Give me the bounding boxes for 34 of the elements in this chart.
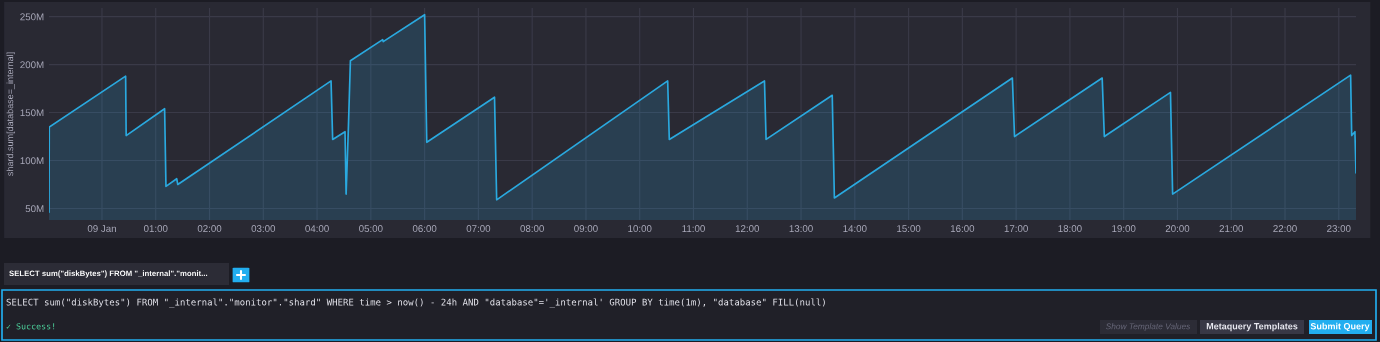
y-axis-title: shard.sum[database=_internal] [6, 52, 16, 176]
x-tick-label: 10:00 [628, 225, 652, 232]
x-tick-label: 22:00 [1273, 225, 1297, 232]
y-tick-label: 50M [25, 205, 44, 213]
x-tick-label: 12:00 [735, 225, 760, 232]
y-tick-label: 200M [20, 61, 44, 69]
y-tick-label: 150M [20, 109, 44, 117]
x-tick-label: 17:00 [1004, 225, 1028, 232]
x-tick-label: 09:00 [574, 225, 598, 232]
x-tick-label: 05:00 [359, 225, 383, 232]
x-tick-label: 21:00 [1219, 225, 1244, 232]
x-tick-label: 01:00 [143, 225, 168, 232]
x-tick-label: 02:00 [197, 225, 222, 232]
text: ✓ Success! [6, 323, 55, 330]
x-tick-label: 06:00 [412, 225, 437, 232]
x-tick-label: 14:00 [843, 225, 867, 232]
x-tick-label: 11:00 [682, 225, 705, 232]
x-tick-label: 19:00 [1112, 225, 1136, 232]
x-tick-label: 23:00 [1327, 225, 1351, 232]
text: Submit Query [1310, 322, 1370, 332]
x-tick-label: 16:00 [950, 225, 975, 232]
x-tick-label: 09 Jan [87, 225, 116, 232]
x-tick-label: 20:00 [1165, 225, 1190, 232]
x-tick-label: 04:00 [305, 225, 329, 232]
x-tick-label: 13:00 [789, 225, 813, 232]
text: SELECT sum("diskBytes") FROM "_internal"."monitor"."shard" WHERE time > now() - 24h AND "database"='_internal' GROUP BY time(1m), "database" FILL(null) [6, 298, 825, 308]
x-tick-label: 03:00 [251, 225, 276, 232]
y-tick-label: 250M [20, 13, 44, 21]
text: Metaquery Templates [1206, 322, 1298, 332]
y-tick-label: 100M [20, 157, 44, 165]
x-tick-label: 15:00 [897, 225, 921, 232]
x-tick-label: 18:00 [1058, 225, 1082, 232]
x-tick-label: 08:00 [520, 225, 544, 232]
x-tick-label: 07:00 [466, 225, 491, 232]
